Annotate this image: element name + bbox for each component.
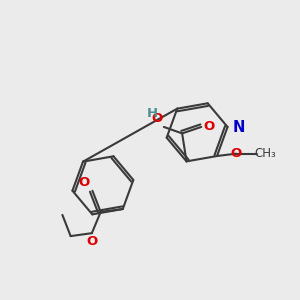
Text: N: N [233,120,245,135]
Text: O: O [204,120,215,133]
Text: O: O [231,147,242,160]
Text: CH₃: CH₃ [255,147,276,160]
Text: O: O [86,235,98,248]
Text: O: O [79,176,90,189]
Text: O: O [151,112,162,125]
Text: H: H [146,106,158,120]
